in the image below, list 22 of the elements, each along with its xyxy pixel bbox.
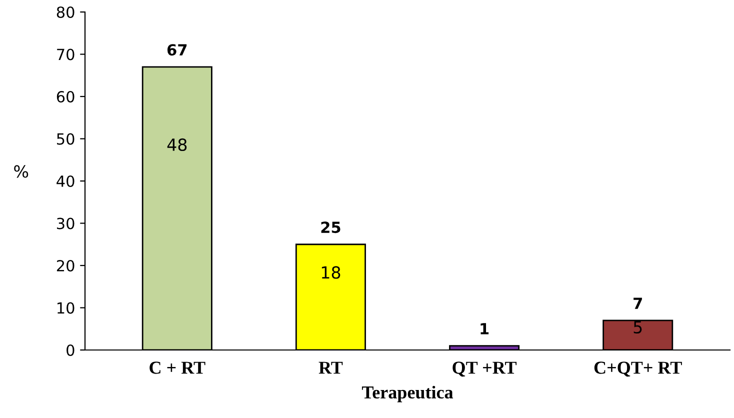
data-label: 25: [321, 222, 340, 234]
y-tick-label: 10: [58, 302, 74, 314]
annotation: 5: [634, 321, 642, 334]
y-tick-label: 0: [66, 344, 74, 356]
x-tick-label: C+QT+ RT: [594, 362, 682, 377]
data-label: 7: [634, 298, 642, 309]
x-tick-label: C + RT: [150, 362, 206, 374]
y-tick-label: 40: [56, 175, 74, 188]
y-tick-label: 60: [56, 90, 74, 103]
y-tick-label: 30: [57, 218, 74, 230]
annotation: 18: [322, 266, 340, 279]
y-axis-title: %: [14, 165, 28, 178]
annotation: 48: [167, 138, 187, 152]
data-label: 67: [167, 44, 187, 56]
y-tick-label: 50: [57, 133, 74, 145]
y-tick-label: 20: [56, 260, 74, 272]
y-tick-label: 70: [57, 48, 74, 60]
data-label: 1: [480, 323, 489, 334]
y-tick-label: 80: [56, 6, 74, 18]
x-tick-label: QT +RT: [452, 362, 517, 377]
x-tick-label: RT: [318, 362, 343, 374]
x-axis-title: Terapeutica: [362, 386, 454, 402]
